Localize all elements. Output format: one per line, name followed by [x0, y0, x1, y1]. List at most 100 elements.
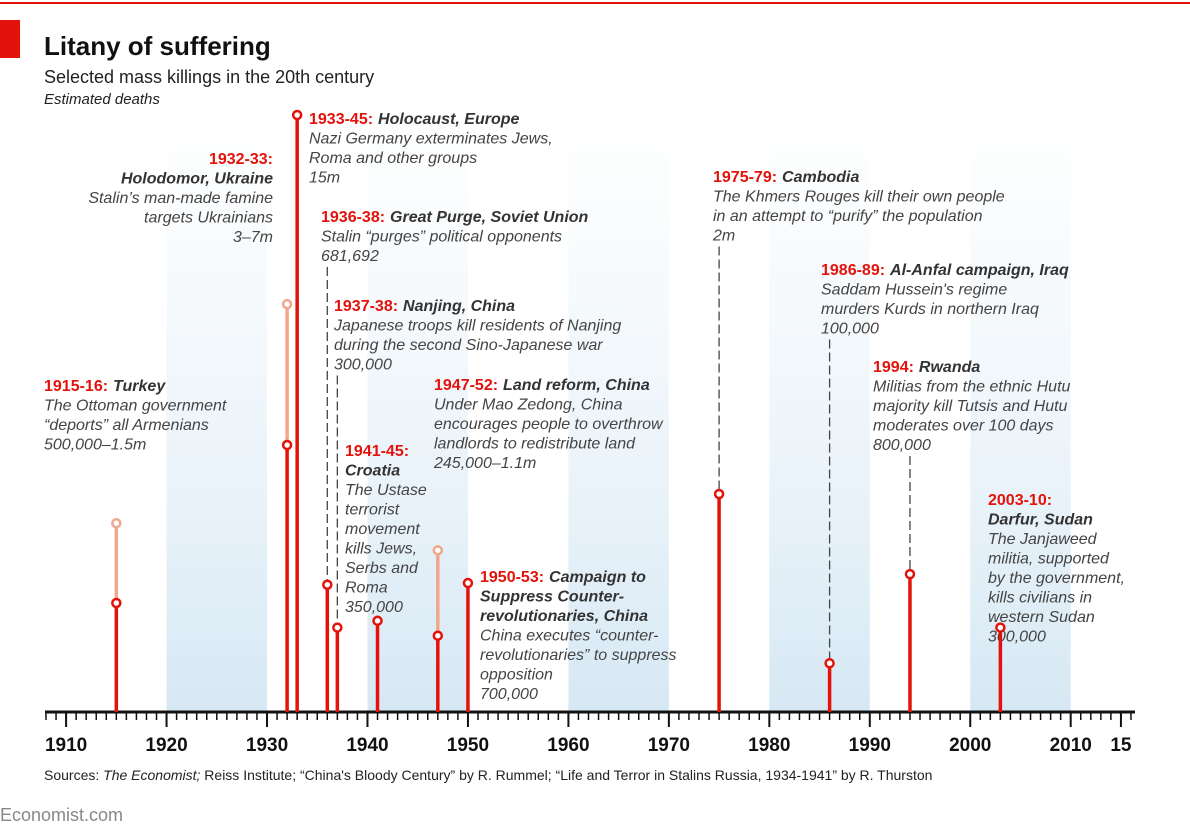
event-deaths: 15m [309, 170, 340, 187]
dot [291, 109, 303, 121]
event-label: 1950-53: Campaign to Suppress Counter-revo… [480, 569, 677, 703]
event-title: Croatia [345, 463, 400, 480]
dot [904, 568, 916, 580]
dot [111, 597, 122, 609]
event-label: 1975-79: Cambodia The Khmers Rouges kill t… [712, 169, 1005, 245]
event-line: 1947-52: Land reform, China [434, 377, 650, 394]
event-line: 500,000–1.5m [44, 437, 146, 454]
event-deaths: 100,000 [821, 321, 879, 338]
event-line: Serbs and [345, 560, 419, 577]
event-line: 1941-45: [345, 443, 409, 460]
event-line: movement [345, 521, 420, 538]
event-description: kills civilians in [988, 590, 1092, 607]
event-deaths: 800,000 [873, 437, 931, 454]
event-description: majority kill Tutsis and Hutu [873, 398, 1068, 415]
event-line: 800,000 [873, 437, 931, 454]
event-title: Holodomor, Ukraine [121, 171, 273, 188]
event-label: 1994: Rwanda Militias from the ethnic Hutu… [873, 359, 1071, 454]
event-line: The Ottoman government [44, 398, 227, 415]
event-line: 100,000 [821, 321, 879, 338]
event-label: 1937-38: Nanjing, China Japanese troops ki… [333, 298, 621, 374]
decade-band [568, 100, 669, 712]
event-line: 1994: Rwanda [873, 359, 980, 376]
event-line: Suppress Counter- [480, 589, 624, 606]
dot [824, 658, 835, 669]
event-title: Rwanda [919, 359, 980, 376]
x-tick-label: 1910 [45, 735, 87, 756]
event-line: 300,000 [988, 629, 1046, 646]
dot [322, 579, 333, 590]
event-line: murders Kurds in northern Iraq [821, 301, 1039, 318]
event-line: 1915-16: Turkey [44, 378, 166, 395]
event-description: The Janjaweed [988, 531, 1098, 548]
event-description: landlords to redistribute land [434, 436, 636, 453]
event-description: Roma [345, 580, 388, 597]
decade-band [769, 100, 870, 712]
x-tick-label: 1970 [648, 735, 690, 756]
event-line: Holodomor, Ukraine [121, 171, 273, 188]
event-years: 1915-16: [44, 378, 108, 395]
x-tick-label: 1990 [849, 735, 891, 756]
event-line: opposition [480, 667, 553, 684]
event-title: Cambodia [782, 169, 859, 186]
event-years: 1932-33: [209, 151, 273, 168]
x-tick-label: 2010 [1050, 735, 1092, 756]
sources-italic: The Economist; [103, 767, 200, 783]
event-title: Nanjing, China [403, 298, 515, 315]
decade-band [367, 100, 468, 712]
event-title: Holocaust, Europe [378, 111, 519, 128]
event-deaths: 3–7m [233, 229, 273, 246]
event-deaths: 245,000–1.1m [433, 455, 536, 472]
event-line: The Khmers Rouges kill their own people [713, 189, 1005, 206]
decade-bands [166, 100, 1071, 712]
event-label: 1915-16: Turkey The Ottoman government “dep… [44, 378, 227, 454]
x-tick-label: 1920 [145, 735, 187, 756]
x-tick-label: 15 [1110, 735, 1132, 756]
event-line: Stalin’s man-made famine [88, 190, 273, 207]
x-tick-label: 1930 [246, 735, 288, 756]
event-deaths: 300,000 [334, 357, 392, 374]
event-description: by the government, [988, 570, 1125, 587]
event-description: Under Mao Zedong, China [434, 397, 623, 414]
event-line: 2003-10: [988, 492, 1052, 509]
event-line: The Janjaweed [988, 531, 1098, 548]
sources-rest: Reiss Institute; “China's Bloody Century… [204, 767, 932, 783]
x-tick-label: 1940 [346, 735, 388, 756]
event-description: encourages people to overthrow [434, 416, 664, 433]
event-line: militia, supported [988, 551, 1110, 568]
event-description: Stalin “purges” political opponents [321, 229, 562, 246]
event-title: revolutionaries, China [480, 608, 648, 625]
event-line: western Sudan [988, 609, 1095, 626]
event-line: Croatia [345, 463, 400, 480]
event-description: China executes “counter- [480, 628, 658, 645]
event-line: during the second Sino-Japanese war [334, 337, 603, 354]
event-description: Nazi Germany exterminates Jews, [309, 131, 553, 148]
event-years: 1950-53: [480, 569, 544, 586]
event-label: 2003-10: Darfur, Sudan The Janjaweed militi… [988, 492, 1125, 646]
dot-high [281, 298, 293, 310]
event-description: movement [345, 521, 420, 538]
event-line: 700,000 [480, 686, 538, 703]
event-description: “deports” all Armenians [44, 417, 209, 434]
event-title: Land reform, China [503, 377, 650, 394]
event-line: revolutionaries, China [480, 608, 648, 625]
plot: 1910 1920 1930 1940 1950 1960 1970 1980 1990 2000… [44, 109, 1135, 756]
event-line: revolutionaries” to suppress [480, 647, 677, 664]
decade-band [166, 100, 268, 712]
event-description: opposition [480, 667, 553, 684]
decade-band [970, 100, 1071, 712]
event-line: 1933-45: Holocaust, Europe [309, 111, 520, 128]
event-deaths: 350,000 [345, 599, 403, 616]
event-line: 3–7m [233, 229, 273, 246]
event-description: targets Ukrainians [144, 210, 273, 227]
dot-high [111, 517, 122, 529]
event-label: 1986-89: Al-Anfal campaign, Iraq Saddam Hu… [821, 262, 1069, 338]
x-tick-label: 1980 [748, 735, 790, 756]
event-description: militia, supported [988, 551, 1110, 568]
event-line: 2m [712, 228, 735, 245]
dot [281, 439, 293, 451]
event-description: during the second Sino-Japanese war [334, 337, 603, 354]
event-line: Japanese troops kill residents of Nanjin… [333, 318, 621, 335]
event-description: The Ottoman government [44, 398, 227, 415]
event-line: in an attempt to “purify” the population [713, 208, 983, 225]
